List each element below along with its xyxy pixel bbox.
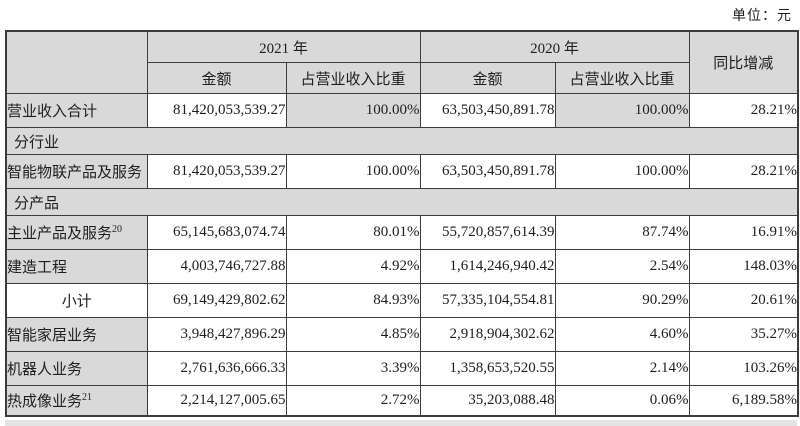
header-year-2021: 2021 年 bbox=[146, 30, 421, 63]
revenue-breakdown-table: 2021 年 2020 年 同比增减 金额 占营业收入比重 金额 占营业收入比重… bbox=[5, 30, 800, 417]
header-amount-2020: 金额 bbox=[419, 62, 556, 94]
row-label-cell: 热成像业务21 bbox=[5, 385, 148, 417]
ratio-2021-cell: 3.39% bbox=[285, 351, 421, 386]
row-label-cell: 智能家居业务 bbox=[5, 317, 148, 352]
row-label-cell: 主业产品及服务20 bbox=[5, 215, 148, 250]
amount-2021-cell: 2,214,127,005.65 bbox=[146, 385, 287, 417]
yoy-cell: 20.61% bbox=[688, 283, 799, 318]
ratio-2021-cell: 2.72% bbox=[285, 385, 421, 417]
amount-2021-cell: 81,420,053,539.27 bbox=[146, 154, 287, 189]
amount-2021-cell: 3,948,427,896.29 bbox=[146, 317, 287, 352]
section-label-cell: 分行业 bbox=[5, 127, 799, 155]
amount-2021-cell: 4,003,746,727.88 bbox=[146, 249, 287, 284]
header-yoy: 同比增减 bbox=[688, 30, 799, 94]
header-ratio-2021: 占营业收入比重 bbox=[285, 62, 421, 94]
footnote-superscript: 21 bbox=[82, 392, 93, 403]
amount-2021-cell: 2,761,636,666.33 bbox=[146, 351, 287, 386]
ratio-2020-cell: 100.00% bbox=[554, 93, 690, 128]
row-label-cell: 小计 bbox=[5, 283, 148, 318]
yoy-cell: 16.91% bbox=[688, 215, 799, 250]
yoy-cell: 6,189.58% bbox=[688, 385, 799, 417]
ratio-2021-cell: 84.93% bbox=[285, 283, 421, 318]
ratio-2021-cell: 100.00% bbox=[285, 93, 421, 128]
amount-2020-cell: 63,503,450,891.78 bbox=[419, 154, 556, 189]
ratio-2020-cell: 2.14% bbox=[554, 351, 690, 386]
row-label-cell: 建造工程 bbox=[5, 249, 148, 284]
yoy-cell: 148.03% bbox=[688, 249, 799, 284]
row-total-revenue: 营业收入合计 81,420,053,539.27 100.00% 63,503,… bbox=[5, 93, 799, 128]
row-robotics: 机器人业务 2,761,636,666.33 3.39% 1,358,653,5… bbox=[5, 351, 799, 386]
row-label-text: 主业产品及服务 bbox=[7, 226, 113, 242]
row-subtotal: 小计 69,149,429,802.62 84.93% 57,335,104,5… bbox=[5, 283, 799, 318]
section-label-cell: 分产品 bbox=[5, 188, 799, 216]
amount-2020-cell: 35,203,088.48 bbox=[419, 385, 556, 417]
amount-2020-cell: 55,720,857,614.39 bbox=[419, 215, 556, 250]
yoy-cell: 35.27% bbox=[688, 317, 799, 352]
ratio-2021-cell: 100.00% bbox=[285, 154, 421, 189]
row-main-products: 主业产品及服务20 65,145,683,074.74 80.01% 55,72… bbox=[5, 215, 799, 250]
next-row-partial bbox=[5, 420, 797, 426]
row-smart-home: 智能家居业务 3,948,427,896.29 4.85% 2,918,904,… bbox=[5, 317, 799, 352]
yoy-cell: 103.26% bbox=[688, 351, 799, 386]
row-thermal-imaging: 热成像业务21 2,214,127,005.65 2.72% 35,203,08… bbox=[5, 385, 799, 417]
table-header: 2021 年 2020 年 同比增减 金额 占营业收入比重 金额 占营业收入比重 bbox=[5, 30, 799, 94]
ratio-2021-cell: 4.85% bbox=[285, 317, 421, 352]
amount-2020-cell: 1,614,246,940.42 bbox=[419, 249, 556, 284]
amount-2021-cell: 69,149,429,802.62 bbox=[146, 283, 287, 318]
row-label-text: 热成像业务 bbox=[7, 394, 83, 410]
ratio-2021-cell: 4.92% bbox=[285, 249, 421, 284]
ratio-2021-cell: 80.01% bbox=[285, 215, 421, 250]
amount-2020-cell: 63,503,450,891.78 bbox=[419, 93, 556, 128]
yoy-cell: 28.21% bbox=[688, 93, 799, 128]
header-row-years: 2021 年 2020 年 同比增减 bbox=[5, 30, 799, 94]
footnote-superscript: 20 bbox=[112, 224, 123, 235]
ratio-2020-cell: 90.29% bbox=[554, 283, 690, 318]
section-row-by-product: 分产品 bbox=[5, 188, 799, 216]
yoy-cell: 28.21% bbox=[688, 154, 799, 189]
ratio-2020-cell: 0.06% bbox=[554, 385, 690, 417]
ratio-2020-cell: 2.54% bbox=[554, 249, 690, 284]
row-label-cell: 营业收入合计 bbox=[5, 93, 148, 128]
header-row-measures: 金额 占营业收入比重 金额 占营业收入比重 bbox=[6, 62, 798, 94]
amount-2021-cell: 81,420,053,539.27 bbox=[146, 93, 287, 128]
amount-2020-cell: 2,918,904,302.62 bbox=[419, 317, 556, 352]
amount-2021-cell: 65,145,683,074.74 bbox=[146, 215, 287, 250]
ratio-2020-cell: 4.60% bbox=[554, 317, 690, 352]
ratio-2020-cell: 100.00% bbox=[554, 154, 690, 189]
amount-2020-cell: 1,358,653,520.55 bbox=[419, 351, 556, 386]
row-construction: 建造工程 4,003,746,727.88 4.92% 1,614,246,94… bbox=[5, 249, 799, 284]
ratio-2020-cell: 87.74% bbox=[554, 215, 690, 250]
unit-label: 单位：元 bbox=[732, 9, 792, 24]
row-label-cell: 智能物联产品及服务 bbox=[5, 154, 148, 189]
header-ratio-2020: 占营业收入比重 bbox=[554, 62, 690, 94]
header-year-2020: 2020 年 bbox=[419, 30, 690, 63]
section-row-by-industry: 分行业 bbox=[5, 127, 799, 155]
header-blank-cell bbox=[5, 30, 148, 94]
amount-2020-cell: 57,335,104,554.81 bbox=[419, 283, 556, 318]
row-smart-iot: 智能物联产品及服务 81,420,053,539.27 100.00% 63,5… bbox=[5, 154, 799, 189]
row-label-cell: 机器人业务 bbox=[5, 351, 148, 386]
header-amount-2021: 金额 bbox=[146, 62, 287, 94]
